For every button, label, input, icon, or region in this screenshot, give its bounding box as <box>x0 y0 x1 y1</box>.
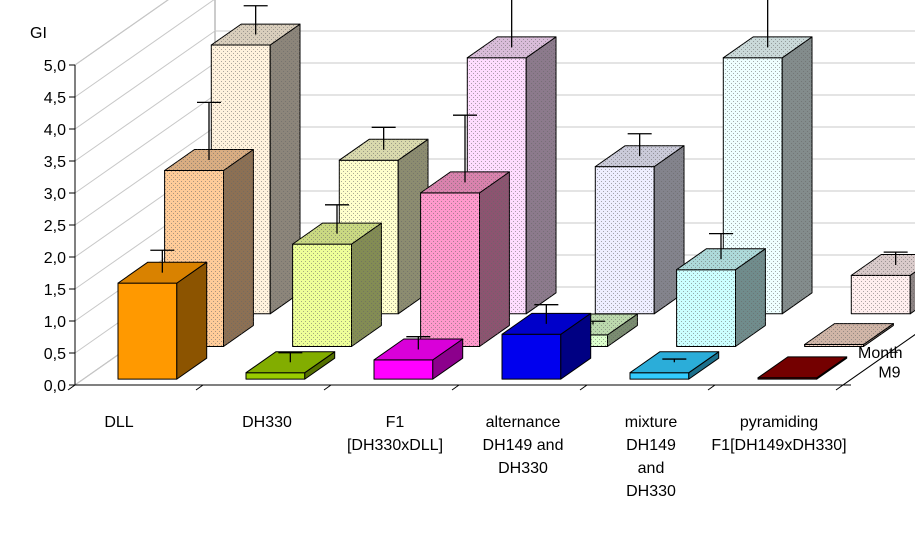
bar <box>501 304 592 380</box>
bar <box>629 351 720 380</box>
x-tick <box>707 384 716 391</box>
y-tick-label: 4,0 <box>44 122 66 139</box>
chart-axes: 0,0 0,5 1,0 1,5 2,0 2,5 3,0 3,5 4,0 4,5 5,0 DLL DH33… <box>44 58 915 500</box>
x-tick <box>579 384 588 391</box>
y-tick-label: 3,5 <box>44 154 66 171</box>
bar <box>373 336 464 380</box>
bar <box>210 5 301 315</box>
x-tick <box>835 384 844 391</box>
category-label: F1 [DH330xDLL] <box>347 414 443 454</box>
y-tick-label: 0,5 <box>44 346 66 363</box>
bar <box>292 204 382 347</box>
bar <box>420 114 510 347</box>
bar-series <box>117 0 915 380</box>
series-label: M9 <box>878 365 900 382</box>
category-label: alternance DH149 and DH330 <box>483 414 564 477</box>
bar <box>245 351 336 380</box>
y-tick-label: 5,0 <box>44 58 66 75</box>
depth-axis-line <box>842 333 915 386</box>
category-label: DLL <box>104 414 133 431</box>
category-label: mixture DH149 and DH330 <box>625 414 678 500</box>
y-tick-label: 1,0 <box>44 314 66 331</box>
gridline <box>74 0 169 66</box>
bar <box>164 101 254 347</box>
depth-axis-label: Month <box>858 345 902 362</box>
x-tick <box>451 384 460 391</box>
y-axis-label: GI <box>30 25 47 42</box>
category-label: pyramiding F1[DH149xDH330] <box>711 414 846 454</box>
bar <box>117 249 208 380</box>
x-tick <box>67 384 76 391</box>
bar <box>676 232 766 347</box>
x-tick <box>195 384 204 391</box>
x-tick <box>323 384 332 391</box>
y-tick-label: 4,5 <box>44 90 66 107</box>
gridline <box>74 30 915 130</box>
y-tick-label: 3,0 <box>44 186 66 203</box>
gridline <box>74 0 215 98</box>
bar <box>850 251 915 315</box>
category-label: DH330 <box>242 414 292 431</box>
bar <box>594 133 685 315</box>
y-tick-label: 2,0 <box>44 250 66 267</box>
y-tick-label: 0,0 <box>44 378 66 395</box>
y-tick-label: 2,5 <box>44 218 66 235</box>
bar <box>804 323 894 347</box>
bar <box>757 356 848 380</box>
y-tick-label: 1,5 <box>44 282 66 299</box>
